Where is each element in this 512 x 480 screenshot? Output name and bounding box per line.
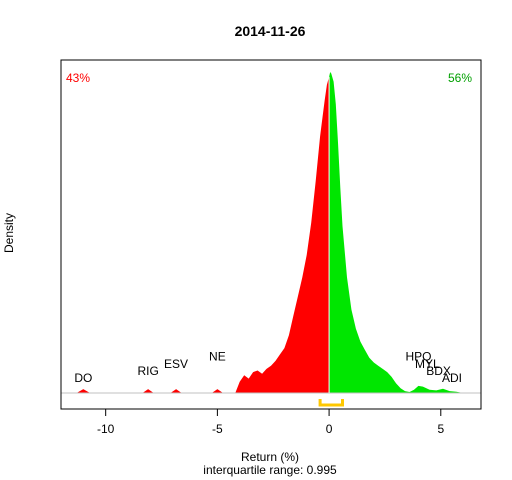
ticker-label-esv: ESV bbox=[164, 357, 188, 371]
x-axis-label: Return (%) bbox=[241, 450, 299, 464]
x-axis-subtitle: interquartile range: 0.995 bbox=[203, 463, 337, 477]
positive-share-label: 56% bbox=[448, 71, 472, 85]
ticker-label-myl: MYL bbox=[415, 357, 440, 371]
positive-returns-area bbox=[329, 72, 481, 393]
ticker-label-adi: ADI bbox=[442, 371, 462, 385]
negative-share-label: 43% bbox=[66, 71, 90, 85]
ticker-label-do: DO bbox=[74, 371, 92, 385]
ticker-label-hpq: HPQ bbox=[405, 349, 431, 363]
x-tick-label: 5 bbox=[437, 422, 444, 436]
x-tick-label: 0 bbox=[326, 422, 333, 436]
ticker-label-rig: RIG bbox=[137, 364, 158, 378]
ticker-label-bdx: BDX bbox=[426, 364, 451, 378]
ticker-label-ne: NE bbox=[209, 349, 226, 363]
y-axis-label: Density bbox=[2, 213, 16, 253]
x-axis: -10 -5 0 5 bbox=[97, 408, 444, 436]
iqr-bracket bbox=[318, 399, 344, 407]
negative-returns-area bbox=[61, 76, 330, 394]
x-tick-label: -5 bbox=[212, 422, 223, 436]
chart-title: 2014-11-26 bbox=[235, 23, 306, 39]
x-tick-label: -10 bbox=[97, 422, 115, 436]
